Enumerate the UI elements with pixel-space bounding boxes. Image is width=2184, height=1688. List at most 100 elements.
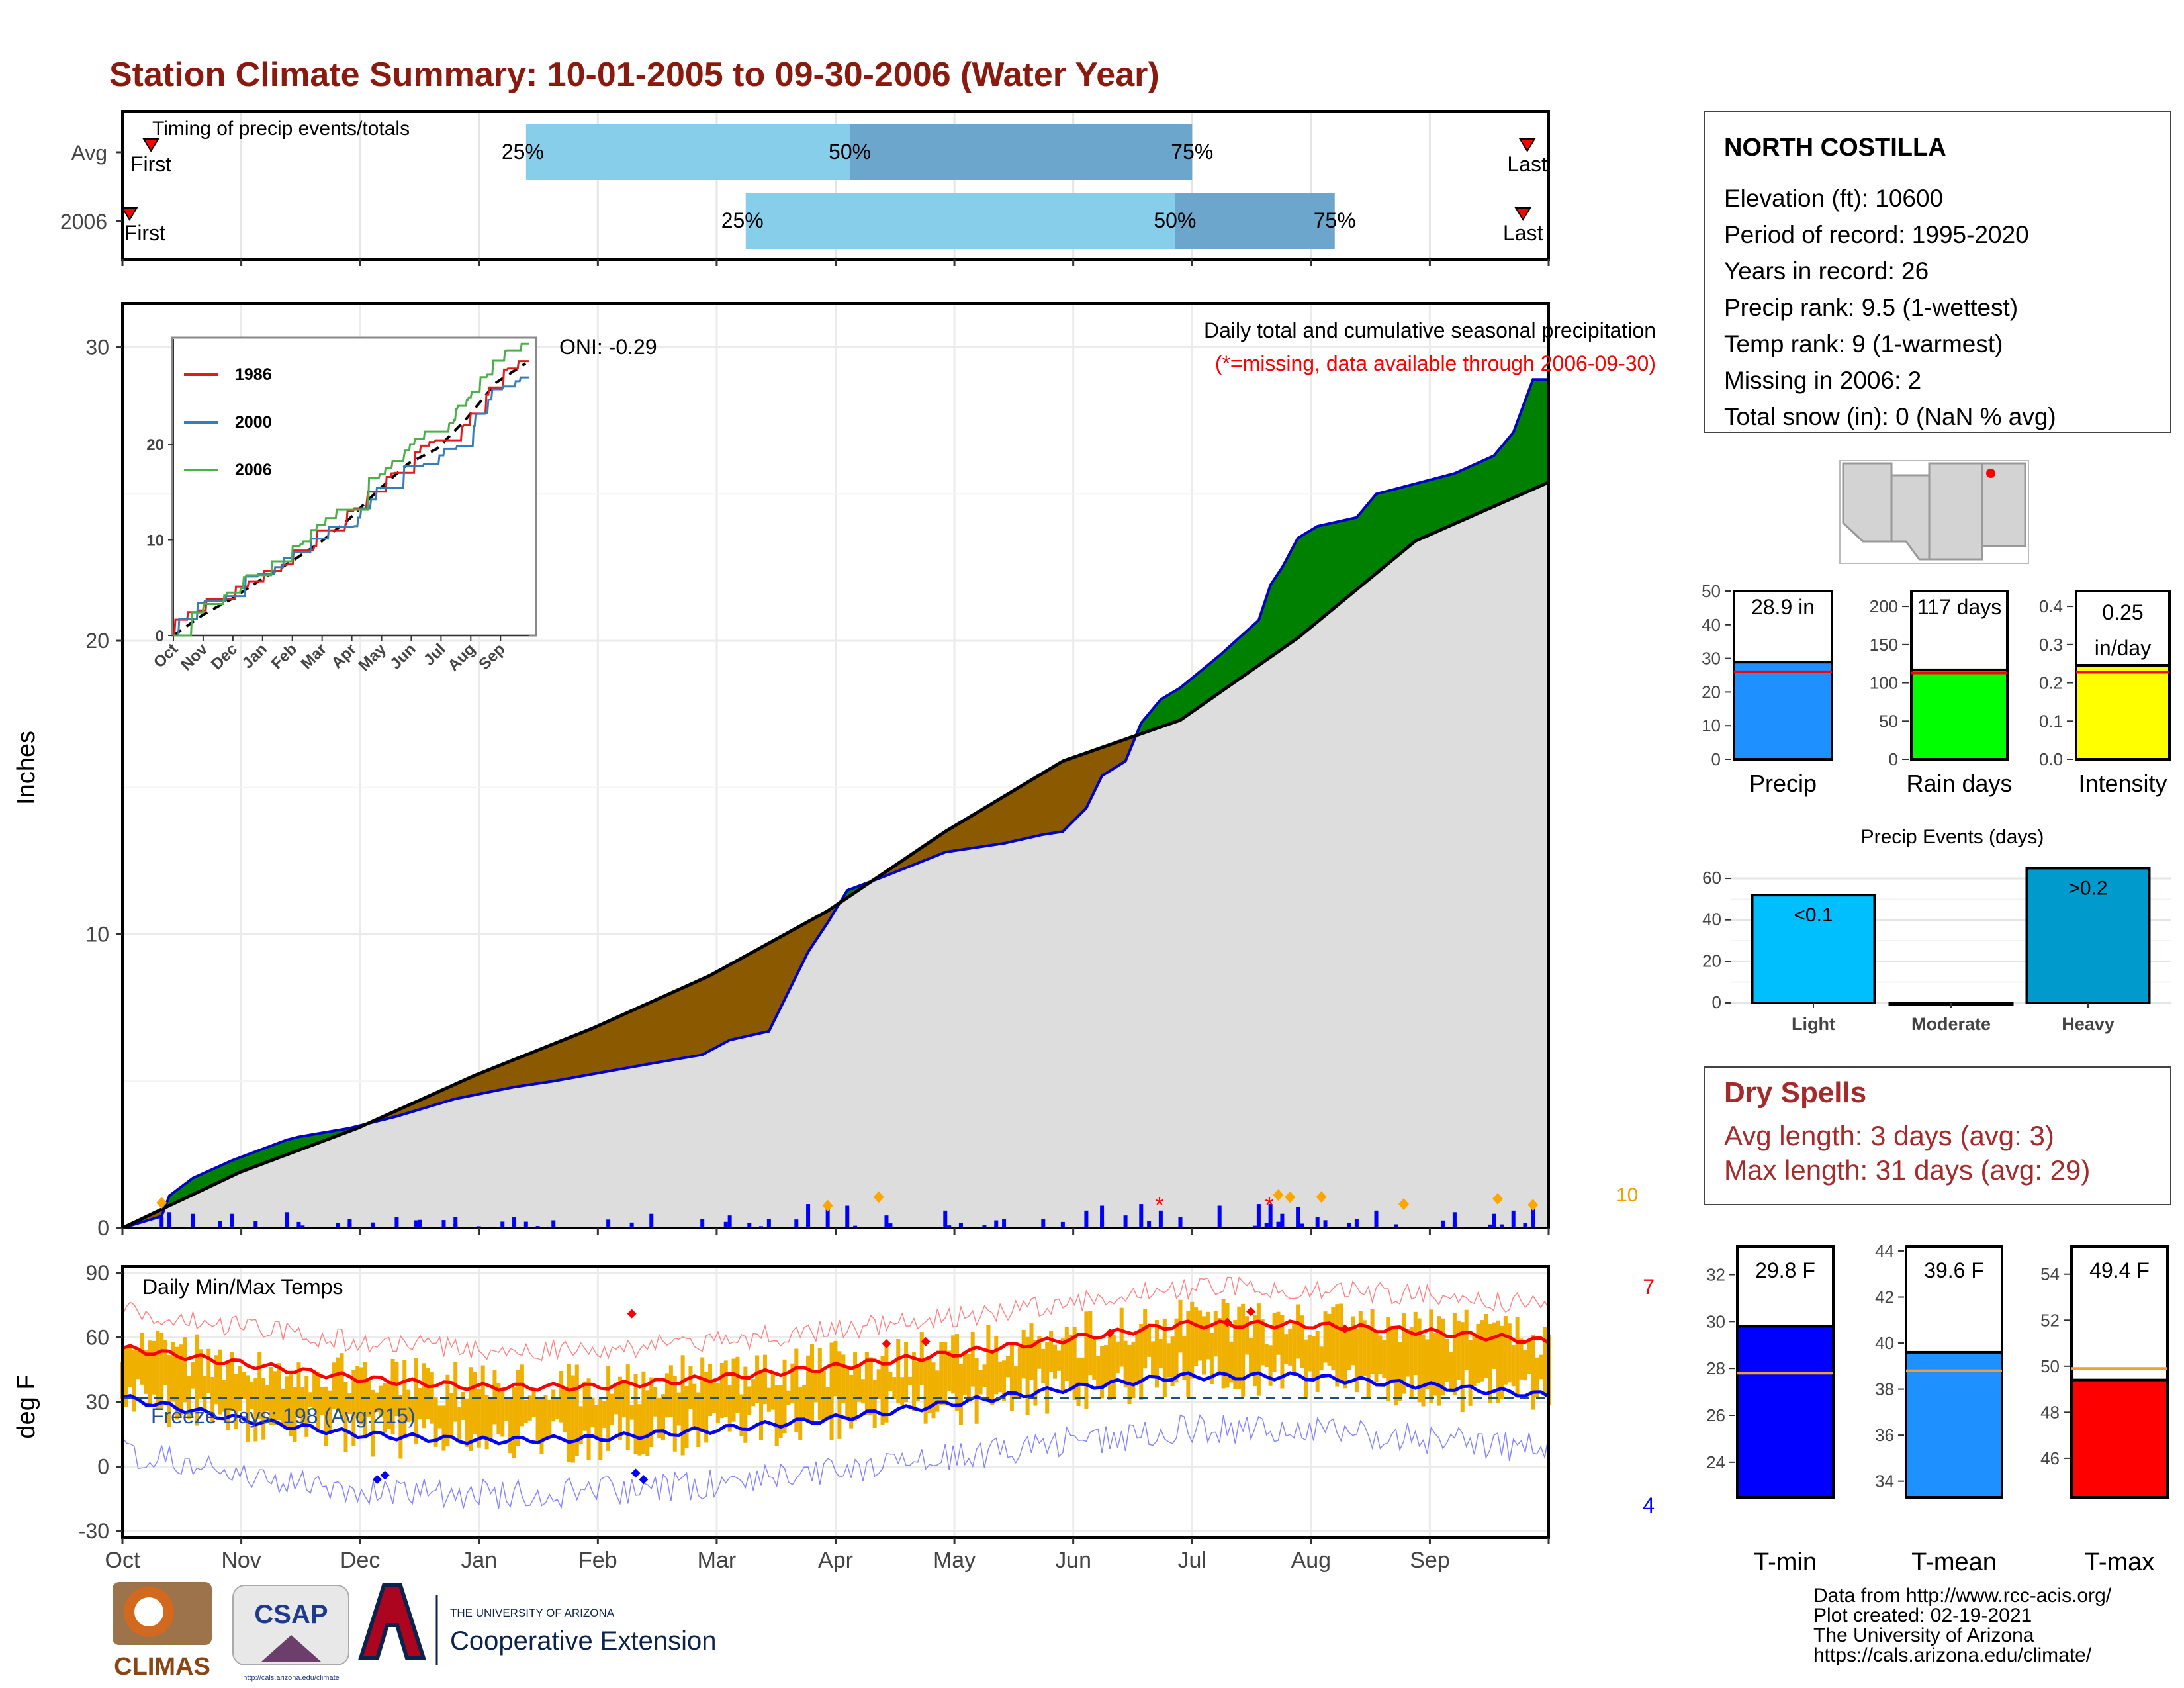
daily-temp-bar <box>1503 1316 1508 1385</box>
daily-precip-bar <box>1354 1219 1359 1228</box>
svg-text:http://cals.arizona.edu/climat: http://cals.arizona.edu/climate <box>243 1674 340 1682</box>
daily-temp-bar <box>1472 1335 1477 1387</box>
daily-temp-bar <box>480 1365 485 1440</box>
daily-temp-bar <box>727 1385 732 1432</box>
svg-text:CLIMAS: CLIMAS <box>114 1653 210 1681</box>
departure-area <box>694 980 699 1056</box>
daily-temp-bar <box>672 1376 677 1452</box>
mini-y-tick: 30 <box>1702 649 1721 669</box>
daily-temp-bar <box>1386 1317 1390 1402</box>
x-tick-label: Jun <box>1055 1548 1091 1573</box>
departure-area <box>682 985 688 1059</box>
timing-row-label-avg: Avg <box>71 141 107 165</box>
daily-temp-bar <box>860 1379 865 1404</box>
oni-label: ONI: -0.29 <box>559 335 657 359</box>
x-tick-label: Apr <box>818 1548 853 1573</box>
daily-temp-bar <box>786 1390 791 1405</box>
daily-temp-bar <box>1029 1323 1034 1380</box>
temp-bar <box>2070 1378 2169 1499</box>
departure-area <box>1344 518 1349 600</box>
mini-label: Rain days <box>1906 770 2012 797</box>
departure-area <box>1062 759 1068 833</box>
temp-bar <box>1736 1325 1835 1499</box>
precip-y-label: Inches <box>13 731 40 805</box>
departure-area <box>1387 489 1392 565</box>
temp-summary-t-max: 46 48 50 52 54 49.4 F T-max <box>2040 1245 2169 1576</box>
daily-temp-bar <box>794 1348 799 1432</box>
departure-area <box>1442 475 1447 530</box>
daily-temp-bar <box>1307 1335 1312 1372</box>
departure-area <box>1289 545 1295 644</box>
inset-x-tick: Aug <box>444 640 478 675</box>
daily-temp-bar <box>1245 1316 1250 1355</box>
record-min-count: 4 <box>1643 1493 1655 1517</box>
daily-precip-bar <box>1280 1213 1285 1228</box>
departure-area <box>1313 526 1318 626</box>
daily-temp-bar <box>1350 1316 1355 1366</box>
heavy-event-marker <box>1398 1198 1409 1211</box>
daily-precip-bar <box>1123 1215 1128 1228</box>
temp-y-tick: 38 <box>1875 1380 1894 1399</box>
daily-precip-bar <box>1499 1224 1504 1228</box>
mini-bar <box>1910 668 2009 761</box>
daily-precip-bar <box>700 1219 705 1228</box>
inset-x-tick: Jan <box>239 640 271 672</box>
daily-temp-bar <box>1417 1318 1422 1403</box>
daily-temp-bar <box>994 1335 999 1395</box>
departure-area <box>1281 559 1287 650</box>
departure-area <box>717 968 723 1047</box>
daily-temp-bar <box>555 1397 560 1419</box>
daily-precip-bar <box>285 1212 289 1228</box>
departure-area <box>995 798 1001 845</box>
mini-label: Precip <box>1749 770 1817 797</box>
departure-area <box>1046 767 1052 835</box>
daily-temp-bar <box>1045 1342 1050 1414</box>
departure-area <box>764 942 770 1033</box>
departure-area <box>1105 744 1111 774</box>
departure-area <box>1415 482 1420 541</box>
mini-y-tick: 0.2 <box>2039 673 2063 693</box>
daily-temp-bar <box>900 1377 905 1406</box>
daily-temp-bar <box>857 1366 862 1402</box>
record-low-marker <box>639 1475 649 1485</box>
daily-temp-bar <box>1100 1345 1105 1399</box>
departure-area <box>1489 455 1494 509</box>
departure-area <box>537 1048 542 1084</box>
dry-spells-title: Dry Spells <box>1724 1076 1866 1109</box>
departure-area <box>1430 478 1435 535</box>
daily-temp-bar <box>1260 1319 1265 1366</box>
daily-temp-bar <box>1398 1342 1402 1401</box>
daily-temp-bar <box>911 1352 916 1411</box>
daily-temp-bar <box>398 1395 403 1459</box>
departure-area <box>1411 483 1416 545</box>
daily-temp-bar <box>759 1370 764 1441</box>
departure-area <box>1540 379 1545 487</box>
daily-precip-bar <box>512 1217 517 1228</box>
daily-temp-bar <box>696 1392 701 1448</box>
departure-area <box>737 957 742 1039</box>
departure-area <box>1187 677 1193 716</box>
daily-temp-bar <box>1366 1325 1371 1398</box>
daily-temp-bar <box>935 1370 940 1412</box>
departure-area <box>729 962 735 1041</box>
daily-temp-bar <box>359 1367 364 1425</box>
daily-temp-bar <box>433 1397 438 1447</box>
x-tick-label: Sep <box>1410 1548 1450 1573</box>
daily-temp-bar <box>1202 1316 1206 1375</box>
temp-value: 49.4 F <box>2089 1258 2150 1282</box>
daily-temp-bar <box>132 1350 136 1412</box>
daily-precip-bar <box>884 1215 889 1228</box>
inset-x-tick: Mar <box>298 640 330 673</box>
daily-temp-bar <box>1166 1343 1171 1378</box>
temp-y-tick: 42 <box>1875 1287 1894 1307</box>
mini-chart-rain-days: 0 50 100 150 200 117 days Rain days <box>1870 590 2013 797</box>
inset-y-tick: 10 <box>146 532 164 549</box>
daily-temp-bar <box>719 1363 724 1419</box>
daily-temp-bar <box>1182 1336 1187 1380</box>
mini-y-tick: 0 <box>1889 749 1898 769</box>
departure-area <box>1074 755 1079 821</box>
daily-precip-bar <box>1374 1210 1379 1228</box>
departure-area <box>518 1056 523 1087</box>
